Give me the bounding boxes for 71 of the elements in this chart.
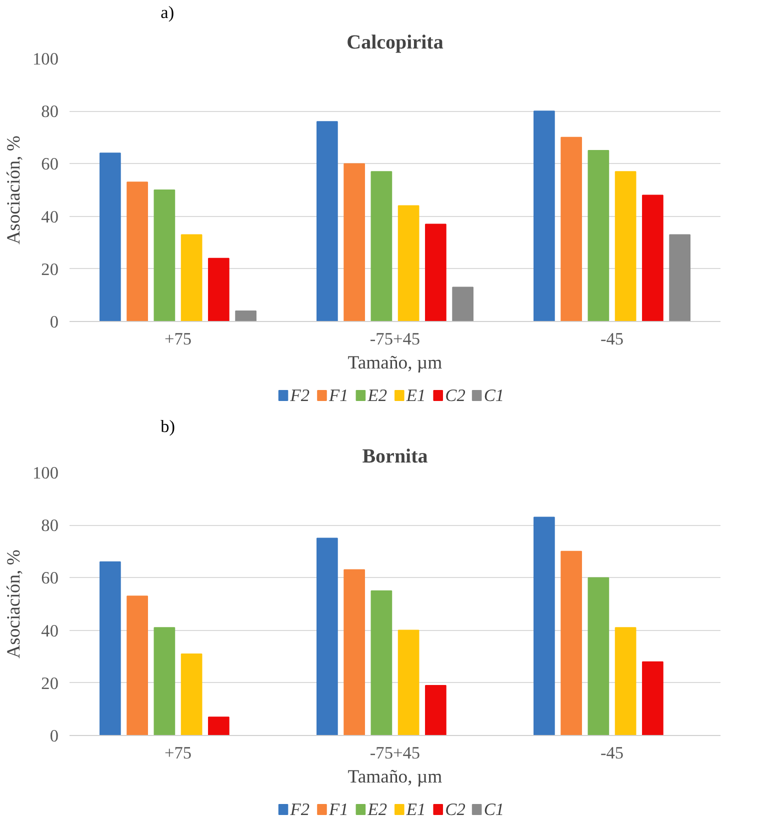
bar: [534, 110, 555, 322]
bar: [180, 234, 202, 322]
y-tick-label: 80: [41, 516, 58, 536]
bar: [669, 234, 690, 322]
x-tick-label: -45: [600, 744, 624, 762]
bar: [560, 136, 582, 322]
bar: [100, 561, 121, 736]
x-axis-title: Tamaño, µm: [348, 766, 443, 788]
bar: [126, 596, 148, 736]
y-tick-label: 20: [41, 260, 58, 279]
y-tick-label: 20: [41, 674, 58, 693]
bar: [614, 627, 636, 736]
y-tick-label: 60: [41, 154, 58, 174]
bar: [235, 310, 256, 322]
bar: [534, 516, 555, 736]
chart-title: Calcopirita: [346, 32, 444, 54]
legend-label: E1: [405, 386, 426, 405]
bar: [560, 550, 582, 736]
x-tick-label: -75+45: [370, 744, 420, 762]
bar: [614, 171, 636, 322]
y-axis-title: Asociación, %: [4, 136, 25, 244]
legend-label: F2: [289, 386, 310, 405]
y-tick-label: 40: [41, 621, 58, 640]
y-tick-label: 40: [41, 207, 58, 226]
legend-label: F2: [289, 800, 310, 819]
bar: [425, 224, 446, 322]
bar: [452, 286, 474, 322]
bar: [126, 182, 148, 322]
bar: [208, 716, 230, 736]
bar: [344, 163, 365, 322]
bar: [642, 661, 664, 736]
text: a): [160, 3, 174, 22]
bar: [316, 538, 338, 736]
bar: [588, 150, 610, 322]
legend-label: F1: [328, 386, 348, 405]
text: b): [160, 417, 176, 436]
y-tick-label: 100: [32, 50, 59, 68]
x-tick-label: -45: [600, 330, 624, 348]
bar: [100, 152, 121, 322]
y-tick-label: 80: [41, 102, 58, 122]
bar: [154, 190, 176, 322]
x-tick-label: -75+45: [370, 330, 420, 348]
legend-label: F1: [328, 800, 348, 819]
bar: [588, 577, 610, 736]
legend-label: C2: [445, 800, 466, 819]
legend-label: E2: [366, 800, 388, 819]
bar: [398, 630, 420, 736]
bar: [344, 569, 365, 736]
y-tick-label: 100: [32, 464, 59, 482]
legend-label: E2: [366, 386, 388, 405]
y-tick-label: 60: [41, 568, 58, 588]
x-axis-title: Tamaño, µm: [348, 352, 443, 374]
chart-title: Bornita: [362, 446, 428, 468]
legend-label: C1: [484, 386, 504, 405]
legend-label: C2: [445, 386, 466, 405]
bar: [425, 685, 446, 736]
y-axis-title: Asociación, %: [4, 550, 25, 658]
bar: [398, 205, 420, 322]
y-tick-label: 0: [50, 726, 59, 746]
legend-label: C1: [484, 800, 504, 819]
bar: [208, 258, 230, 322]
x-tick-label: +75: [164, 744, 192, 762]
x-tick-label: +75: [164, 330, 192, 348]
bar: [154, 627, 176, 736]
legend-label: E1: [405, 800, 426, 819]
bar: [316, 121, 338, 322]
bar: [180, 653, 202, 736]
bar: [370, 590, 392, 736]
bar: [370, 171, 392, 322]
bar: [642, 194, 664, 322]
y-tick-label: 0: [50, 312, 59, 332]
